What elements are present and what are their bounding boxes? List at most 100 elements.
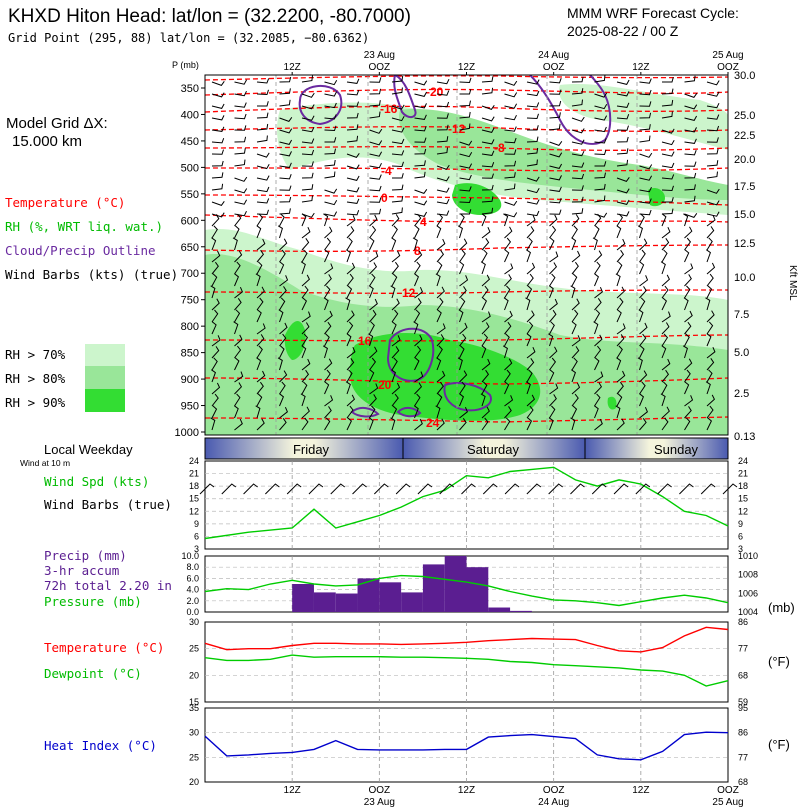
wind-barb bbox=[211, 237, 217, 251]
rh70-swatch bbox=[85, 344, 125, 366]
wind-barb bbox=[391, 273, 398, 287]
wind-barb bbox=[526, 147, 539, 155]
wind-barb bbox=[346, 417, 353, 431]
bottom-date-label: 23 Aug bbox=[364, 797, 395, 808]
wind-barbs-field bbox=[210, 75, 736, 431]
wind-barb bbox=[414, 160, 426, 167]
fahrenheit-tick: 95 bbox=[738, 703, 748, 713]
wind-barb bbox=[256, 186, 270, 193]
wind-barb bbox=[414, 345, 422, 359]
wind-barb bbox=[211, 172, 224, 179]
wind-barb bbox=[436, 225, 442, 239]
wind-barb bbox=[661, 369, 670, 383]
wind-barb bbox=[684, 138, 697, 144]
wind-barb bbox=[570, 285, 576, 299]
wind-barb bbox=[504, 369, 511, 383]
wind-barb bbox=[301, 285, 309, 299]
wind-barb bbox=[279, 297, 286, 311]
wind-barb bbox=[279, 393, 285, 407]
surface-wind-barb bbox=[657, 483, 672, 495]
wind-barb bbox=[526, 226, 535, 239]
surface-wind-barb bbox=[221, 483, 237, 495]
wind-barb bbox=[279, 208, 291, 215]
wind-barb bbox=[301, 149, 315, 156]
isotherm-label: 20 bbox=[378, 378, 392, 392]
wind-barb bbox=[571, 335, 581, 347]
wind-barb bbox=[730, 358, 736, 370]
wind-barb bbox=[661, 285, 669, 299]
precip-tick: 0.0 bbox=[186, 607, 199, 617]
wind-barb bbox=[503, 297, 509, 311]
wind-barb bbox=[436, 309, 442, 323]
wind-barb bbox=[324, 102, 337, 109]
wind-barb bbox=[369, 262, 378, 275]
wind-barb bbox=[436, 136, 449, 143]
surface-wind-barb bbox=[526, 483, 542, 495]
wind-barb bbox=[211, 201, 225, 206]
wind-barb bbox=[616, 393, 623, 407]
pressure-tick-right: 1010 bbox=[738, 551, 758, 561]
wind-barb bbox=[526, 102, 540, 108]
wind-barb bbox=[661, 140, 675, 146]
pressure-tick: 950 bbox=[181, 401, 199, 413]
wind-barb bbox=[279, 333, 287, 347]
wind-barb bbox=[459, 197, 472, 204]
wind-barb bbox=[301, 138, 315, 144]
wind-barb bbox=[346, 153, 360, 158]
wind-barb bbox=[369, 77, 382, 83]
wind-barb bbox=[481, 150, 495, 156]
heat-index-tick: 20 bbox=[189, 777, 199, 787]
wind-barb bbox=[256, 309, 262, 323]
wind-barb bbox=[684, 406, 692, 419]
fahrenheit-tick: 68 bbox=[738, 670, 748, 680]
bottom-time-label: 12Z bbox=[284, 785, 301, 796]
wind-barb bbox=[300, 261, 306, 275]
wind-barb bbox=[526, 273, 534, 287]
wind-barb bbox=[481, 207, 494, 215]
wind-barb bbox=[594, 138, 607, 144]
wind-barb bbox=[436, 334, 445, 347]
wind-barb bbox=[594, 298, 602, 311]
wind-barb bbox=[345, 297, 351, 311]
pressure-tick: 900 bbox=[181, 374, 199, 386]
wind-barb bbox=[301, 212, 315, 218]
wind-barb bbox=[391, 237, 397, 251]
wind-barb bbox=[391, 138, 405, 145]
wind-barb bbox=[459, 381, 466, 395]
wind-barb bbox=[369, 357, 377, 371]
wind-barb bbox=[459, 333, 467, 347]
wind-barb bbox=[571, 185, 584, 191]
wind-barb bbox=[256, 175, 270, 181]
wind-speed-tick-right: 21 bbox=[738, 469, 748, 479]
wind-barb bbox=[436, 90, 450, 96]
wind-barb bbox=[414, 91, 428, 97]
wind-barb bbox=[301, 115, 315, 121]
model-grid-value: 15.000 km bbox=[12, 133, 82, 150]
day-friday: Friday bbox=[293, 442, 330, 457]
wind-barb bbox=[391, 195, 404, 203]
wind-barb bbox=[526, 136, 539, 143]
wind-barb bbox=[684, 369, 691, 383]
wind-barb bbox=[526, 417, 533, 431]
wind-barb bbox=[278, 309, 284, 323]
wind-barb bbox=[684, 237, 692, 251]
wind-barb bbox=[549, 112, 561, 119]
wind-barb bbox=[369, 100, 381, 107]
wind-barb bbox=[459, 370, 468, 383]
surface-wind-barb bbox=[373, 483, 389, 495]
wind-barb bbox=[549, 214, 558, 227]
bottom-time-label: OOZ bbox=[543, 785, 565, 796]
wind-barb bbox=[369, 383, 379, 395]
pressure-tick: 700 bbox=[181, 268, 199, 280]
wind-barb bbox=[257, 101, 269, 107]
wind-barb bbox=[436, 249, 445, 263]
wind-barb bbox=[211, 405, 218, 419]
wind-barb bbox=[279, 345, 285, 359]
wind-barb bbox=[706, 249, 711, 263]
wind-barb bbox=[436, 187, 450, 193]
wind-barb bbox=[211, 250, 221, 263]
wind-barb bbox=[279, 286, 287, 299]
local-weekday-label: Local Weekday bbox=[44, 442, 133, 457]
wind-barb bbox=[459, 163, 473, 169]
